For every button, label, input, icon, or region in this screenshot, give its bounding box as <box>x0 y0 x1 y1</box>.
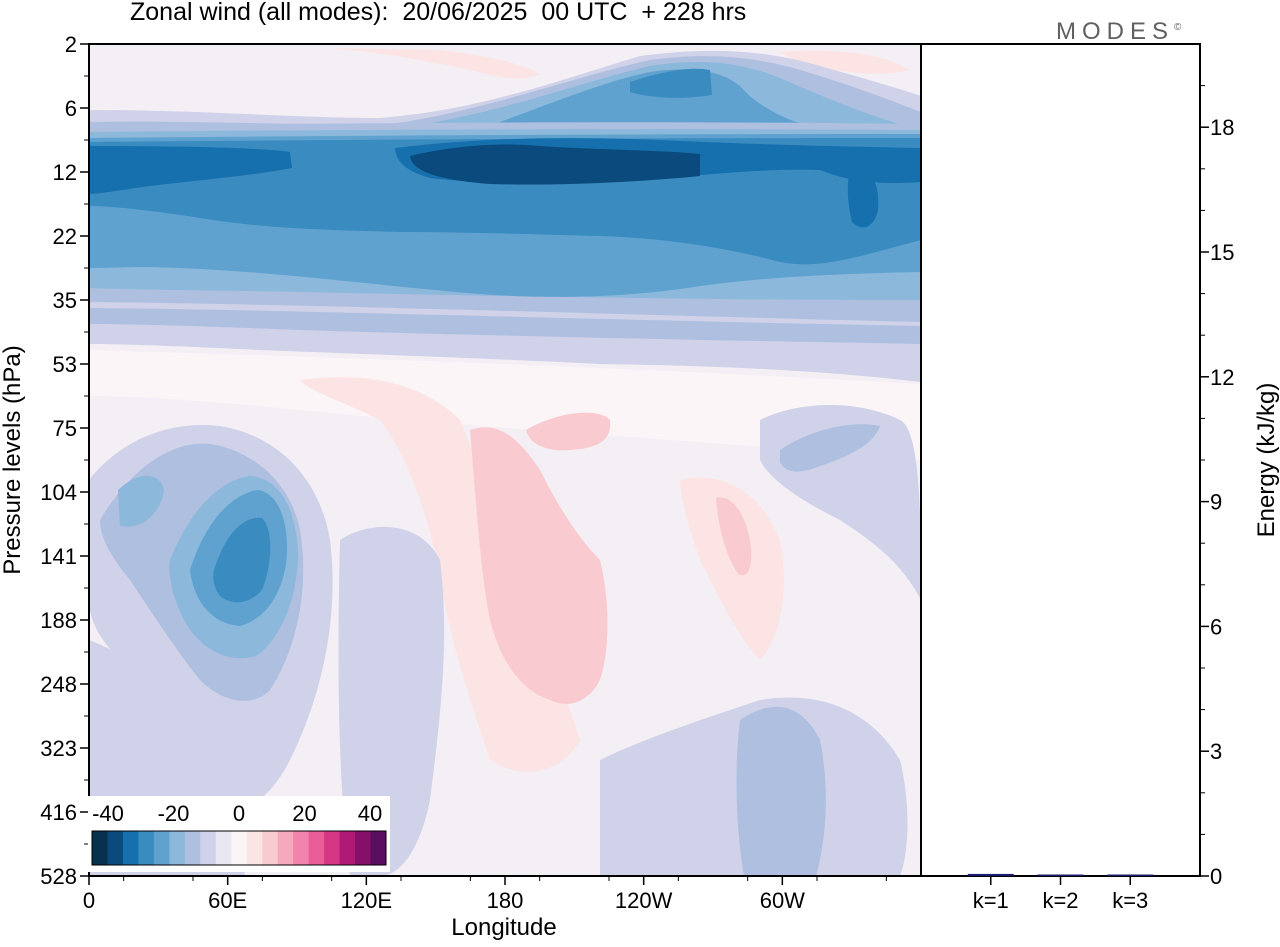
colorbar-swatch <box>293 831 310 865</box>
energy-categories: k=1 k=2 k=3 <box>973 876 1148 913</box>
x-axis-label: Longitude <box>451 914 556 941</box>
y-tick-label: 416 <box>40 800 77 825</box>
colorbar-swatch <box>262 831 279 865</box>
colorbar-swatch <box>92 831 108 865</box>
field-upper-pink-2 <box>780 50 910 74</box>
colorbar-tick-label: 0 <box>233 801 245 826</box>
colorbar-swatch <box>277 831 294 865</box>
colorbar-swatch <box>184 831 201 865</box>
y-tick-label: 104 <box>40 480 77 505</box>
energy-axis-label: Energy (kJ/kg) <box>1253 383 1280 538</box>
x-axis: 0 60E 120E 180 120W 60W <box>83 876 887 913</box>
colorbar-swatch <box>231 831 248 865</box>
field-core-2 <box>410 144 700 185</box>
colorbar-swatch <box>324 831 341 865</box>
energy-bar <box>1037 874 1084 876</box>
bar-panel-top-border <box>921 43 1200 45</box>
field-right-4 <box>736 706 826 876</box>
colorbar-swatch <box>339 831 356 865</box>
field-pink-5 <box>716 497 752 576</box>
field-tilted-layer-5 <box>630 68 712 98</box>
colorbar-swatch <box>308 831 325 865</box>
energy-tick-label: 12 <box>1210 365 1234 390</box>
energy-tick-label: 15 <box>1210 240 1234 265</box>
colorbar: -40 -20 0 20 40 <box>88 796 390 872</box>
x-tick-label: 0 <box>83 888 95 913</box>
field-io-5 <box>213 517 271 603</box>
energy-bar <box>967 873 1014 876</box>
energy-category-label: k=2 <box>1042 888 1078 913</box>
field-pink-3 <box>470 427 608 704</box>
colorbar-swatch <box>122 831 139 865</box>
y-tick-label: 323 <box>40 736 77 761</box>
field-mid-pastel <box>89 350 921 460</box>
colorbar-swatch <box>355 831 372 865</box>
field-left-low <box>338 526 445 876</box>
y-tick-label: 141 <box>40 544 77 569</box>
x-tick-label: 180 <box>487 888 524 913</box>
colorbar-swatch <box>246 831 263 865</box>
energy-tick-label: 3 <box>1210 739 1222 764</box>
y-tick-label: 22 <box>53 224 77 249</box>
logo-mark: © <box>1174 22 1182 33</box>
colorbar-outline <box>91 830 387 866</box>
energy-category-label: k=1 <box>973 888 1009 913</box>
y-tick-label: 528 <box>40 864 77 889</box>
x-tick-label: 120E <box>341 888 392 913</box>
field-pink-4 <box>526 412 611 451</box>
y-tick-label: 12 <box>53 160 77 185</box>
y-axis-label: Pressure levels (hPa) <box>0 345 26 574</box>
colorbar-swatch <box>138 831 155 865</box>
x-tick-label: 60W <box>760 888 805 913</box>
contour-field <box>89 44 921 876</box>
y-tick-label: 188 <box>40 608 77 633</box>
colorbar-swatch <box>153 831 170 865</box>
energy-tick-label: 6 <box>1210 614 1222 639</box>
colorbar-tick-label: 40 <box>358 801 382 826</box>
field-pink-2 <box>680 477 784 660</box>
logo-text: MODES <box>1056 18 1175 45</box>
colorbar-swatch <box>215 831 232 865</box>
chart-title: Zonal wind (all modes): 20/06/2025 00 UT… <box>130 0 747 26</box>
energy-category-label: k=3 <box>1112 888 1148 913</box>
y-tick-label: 6 <box>65 96 77 121</box>
y-tick-label: 53 <box>53 352 77 377</box>
field-upper-pink <box>330 48 540 79</box>
energy-bars <box>967 873 1154 876</box>
field-band-5 <box>89 146 292 194</box>
field-io-3b <box>118 475 164 527</box>
colorbar-tick-label: -20 <box>158 801 190 826</box>
colorbar-tick-label: -40 <box>92 801 124 826</box>
bar-panel-frame <box>920 43 1201 877</box>
energy-bar <box>1107 874 1154 876</box>
colorbar-swatch <box>107 831 124 865</box>
field-right-2 <box>780 424 880 472</box>
modes-logo: MODES© <box>1056 18 1181 46</box>
colorbar-swatch <box>169 831 186 865</box>
x-tick-label: 120W <box>615 888 673 913</box>
field-lower-band-2 <box>89 308 921 344</box>
y-tick-label: 248 <box>40 672 77 697</box>
y-tick-label: 35 <box>53 288 77 313</box>
field-band-6b <box>847 169 879 228</box>
y-tick-label: 2 <box>65 32 77 57</box>
colorbar-swatch <box>200 831 217 865</box>
energy-axis: 0 3 6 9 12 15 18 <box>1200 85 1234 889</box>
y-tick-label: 75 <box>53 416 77 441</box>
colorbar-swatch <box>370 831 387 865</box>
y-axis: 2 6 12 22 35 53 75 104 141 188 248 323 416 528 <box>40 32 89 889</box>
energy-tick-label: 0 <box>1210 864 1222 889</box>
colorbar-tick-label: 20 <box>292 801 316 826</box>
energy-tick-label: 18 <box>1210 115 1234 140</box>
energy-tick-label: 9 <box>1210 490 1222 515</box>
x-tick-label: 60E <box>208 888 247 913</box>
